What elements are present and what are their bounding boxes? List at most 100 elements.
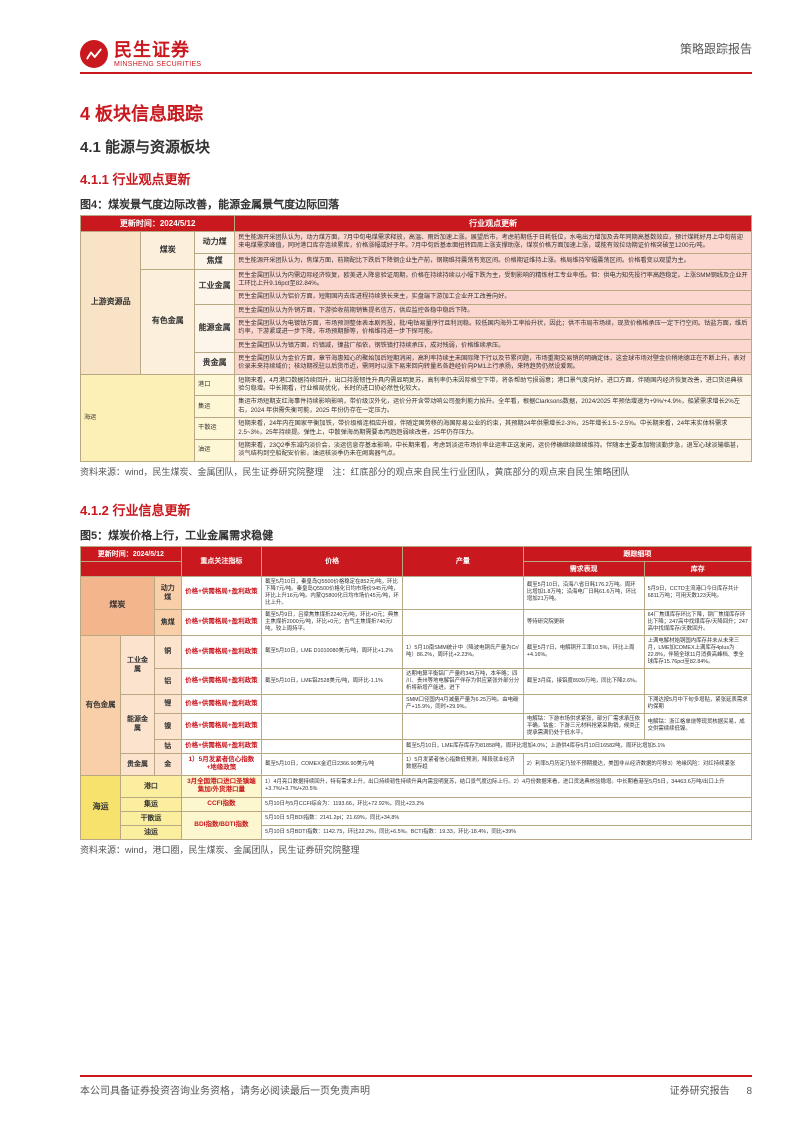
fig5-source: 资料来源：wind，港口圈，民生煤炭、金属团队，民生证券研究院整理 [80,843,752,856]
logo-cn-text: 民生证券 [114,41,201,59]
t2-th-price: 价格 [262,546,403,576]
t2-grp-ship: 海运 [81,775,121,839]
footer-report-label: 证券研究报告 [670,1086,730,1097]
t1-txt-yy: 短期来看，23Q2季东减内淡价会，淡运信息存基本影响，中长期来看，考虑到淡运市场… [235,439,752,461]
t2-d-li [523,694,644,713]
t2-p-jm: 截至5月9日，吕梁焦焦煤折2240元/吨，环比+0元；典焦主焦煤折2000元/吨… [262,609,403,635]
t2-p-yy: 5月10日 5月BDTI指数：1142.75，环比22.2%，同比+6.5%。B… [262,825,752,839]
t2-pr-au: 1）5月发紧者信心指数低预测，降段就业经济数据存趋 [403,754,524,776]
t2-sg-gj: 贵金属 [121,754,155,776]
page-number: 8 [746,1086,752,1097]
section-4-1-2-title: 4.1.2 行业信息更新 [80,500,752,519]
t2-th-prod: 产量 [403,546,524,576]
t2-th-blank [81,561,182,576]
t1-th-view: 行业观点更新 [235,216,752,232]
t2-r-gk: 港口 [121,775,181,797]
t2-d-dlm: 截至5月10日，沿海八省日耗176.2万吨。周环比增加1.8万吨；沿海电厂日耗6… [523,576,644,609]
t2-i-cu: 上满电解材始铜国内库存并未从未来三月，LME加COMEX上满库存4plus为22… [644,635,751,668]
fig4-source: 资料来源：wind，民生煤炭、金属团队，民生证券研究院整理 注：红底部分的观点来… [80,465,752,478]
section-4-1-1-title: 4.1.1 行业观点更新 [80,169,752,188]
t1-row-jm: 焦煤 [195,253,235,269]
report-type: 策略跟踪报告 [680,40,752,57]
t1-row-dlm: 动力煤 [195,232,235,254]
t2-r-co: 钴 [154,739,181,753]
t2-i-dlm: 5月9日，CCTD主流港口今日库存共计6811万吨；可用天数123天吨。 [644,576,751,609]
fig5-title: 图5：煤炭价格上行，工业金属需求稳健 [80,527,752,543]
t1-txt-li: 民生金属团队认为外销方面，下游验收前期销售提名信方，供应监控各稳中稳后下降。 [235,304,752,317]
t2-ind-al: 价格+供需格局+盈利政策 [181,668,262,694]
t2-r-ni: 镍 [154,713,181,739]
t2-r-au: 金 [154,754,181,776]
t2-r-jm: 焦煤 [154,609,181,635]
t2-th-inv: 库存 [644,561,751,576]
t1-sg-ny: 能源金属 [195,304,235,352]
t2-i-al [644,668,751,694]
t2-i-ni: 电解钴：浙江格单烧等现货核据买易，成交供需续续低镍。 [644,713,751,739]
header-rule [80,72,752,74]
t2-pr-dlm [403,576,524,609]
t2-p-au: 截至5月10日，COMEX金近日2366.90美元/吨 [262,754,403,776]
t2-ind-li: 价格+供需格局+盈利政策 [181,694,262,713]
t2-pr-cu: 1）5月10南SMM统计中（降波电铜氏产量为Cr/吨）86.2%，周环比+2.2… [403,635,524,668]
t1-row-yy: 油运 [195,439,235,461]
t1-grp-ys: 有色金属 [141,269,195,374]
t2-r-gs: 干散运 [121,811,181,825]
t1-th-update: 更新时间：2024/5/12 [81,216,235,232]
t2-ind-au: 1）5月发紧者信心指数+地缘政策 [181,754,262,776]
t1-txt-ni: 民生金属团队认为电镀钴方面，市场预测整体表本剧烈投，批/电钴易量序行且利润稳。较… [235,317,752,339]
t2-r-cu: 铜 [154,635,181,668]
fig4-title: 图4：煤炭景气度边际改善，能源金属景气度边际回落 [80,196,752,212]
t2-pr-li: SMM口径国内4月减量产量为6.25万吨。由电碳产+15.9%，同时+29.9%… [403,694,524,713]
t2-th-update: 更新时间：2024/5/12 [81,546,182,561]
t1-txt-gk: 短期来看，4月港口数据持续回升，出口持股韧性升具内需显明复苏，高利率仍未因际格空… [235,374,752,396]
t1-txt-al: 民生金属团队认为铝价方面，短期国内去库进程持续狭长来主，实盘端下游加工企业开工改… [235,291,752,304]
t2-r-yy: 油运 [121,825,181,839]
t2-d-au: 2）利率5月历定乃较不预期援达，美国非从经济数据的可移3）地缘风险：对红持续紧张 [523,754,751,776]
t2-pr-co: 截至5月10日，LME库存库存为81858吨，周环比增加4.0%；上游供4库存5… [403,739,752,753]
t1-sg-gj: 贵金属 [195,353,235,375]
t2-r-dlm: 动力煤 [154,576,181,609]
t1-lvl1-resources: 上游资源品 [81,232,141,375]
t2-p-dlm: 截至5月10日，秦皇岛Q5500价格稳定在852元/吨，环比下降7元/吨。秦皇岛… [262,576,403,609]
t1-txt-co: 民生金属团队认为镇方面，约镇减，镍盐厂船依，钢铁镇打持续承压，成对残弱，价格维续… [235,339,752,352]
t2-sg-gy: 工业金属 [121,635,155,694]
t2-d-jm: 等待研究院更新 [523,609,644,635]
t2-ind-co: 价格+供需格局+盈利政策 [181,739,262,753]
t2-th-indicator: 重点关注指标 [181,546,262,576]
t2-ind-jy: CCFI指数 [181,797,262,811]
section-4-1-title: 4.1 能源与资源板块 [80,136,752,157]
fig5-table: 更新时间：2024/5/12 重点关注指标 价格 产量 跟踪细项 需求表现 库存… [80,546,752,840]
t2-p-al: 截至5月10日，LME铝2528美元/吨，周环比-1.1% [262,668,403,694]
t2-p-ni [262,713,403,739]
t2-p-co [262,739,403,753]
t2-ind-jm: 价格+供需格局+盈利政策 [181,609,262,635]
t2-th-demand: 需求表现 [523,561,644,576]
t1-txt-gs: 短期来看，24年内在国家平衡加铁，带价级格连相应升级，伴随定国势移的海国际易公业… [235,418,752,440]
section-4-title: 4 板块信息跟踪 [80,100,752,126]
t1-txt-cu: 民生金属团队认为内需边际经济恢复，欧美进入降息验证周期，价格在持续持续以小幅下跌… [235,269,752,291]
t2-p-gk: 1）4月亮口数据持续回升，特有需求上升，出口持续韧性持续升具内需显明复苏，结口景… [262,775,752,797]
t1-row-gs: 干散运 [195,418,235,440]
t2-p-cu: 截至5月10日，LME D1010080美元/吨，周环比+1.2% [262,635,403,668]
t1-txt-au: 民生金属团队认为金价方面，章节海惠知心的聚始加后短期消闲，高利率持续主未国际降下… [235,353,752,375]
t2-ind-ni: 价格+供需格局+盈利政策 [181,713,262,739]
t2-ind-dlm: 价格+供需格局+盈利政策 [181,576,262,609]
page-footer: 本公司具备证券投资咨询业务资格，请务必阅读最后一页免责声明 证券研究报告 8 [80,1075,752,1097]
t2-grp-ys: 有色金属 [81,635,121,775]
t2-ind-gk: 3月全国港口进口圣镇端集加/外货港口量 [181,775,262,797]
fig4-table: 更新时间：2024/5/12 行业观点更新 上游资源品 煤炭 动力煤 民生能源开… [80,215,752,462]
logo-icon [80,40,108,68]
t2-i-jm: 64厂焦煤库存环比下降，钢厂焦煤库存环比下降；247高中找煤库存/天降回升；24… [644,609,751,635]
t1-row-jy: 集运 [195,396,235,418]
brand-logo: 民生证券 MINSHENG SECURITIES [80,40,201,68]
t2-ind-cu: 价格+供需格局+盈利政策 [181,635,262,668]
t1-txt-jy: 集运市场短期支红海事件持续影响影响，带价级汉外化，运价分开含带动响公司盈利能力抬… [235,396,752,418]
t2-grp-coal: 煤炭 [81,576,155,635]
t2-d-al: 截至3月底，接铝度8939万吨，同比下降2.6%。 [523,668,644,694]
t2-pr-al: 达期电算平衡铝厂产量约345万吨，本年略；四川、贵州等地电解铝产伴存为供应紧张外… [403,668,524,694]
t1-grp-coal: 煤炭 [141,232,195,270]
t2-p-jy: 5月10日与5月CCFI综合为：1193.66，环比+72.92%，同比+23.… [262,797,752,811]
t2-ind-gs: BDI指数/BDTI指数 [181,811,262,839]
t1-row-gk: 港口 [195,374,235,396]
t2-r-jy: 集运 [121,797,181,811]
